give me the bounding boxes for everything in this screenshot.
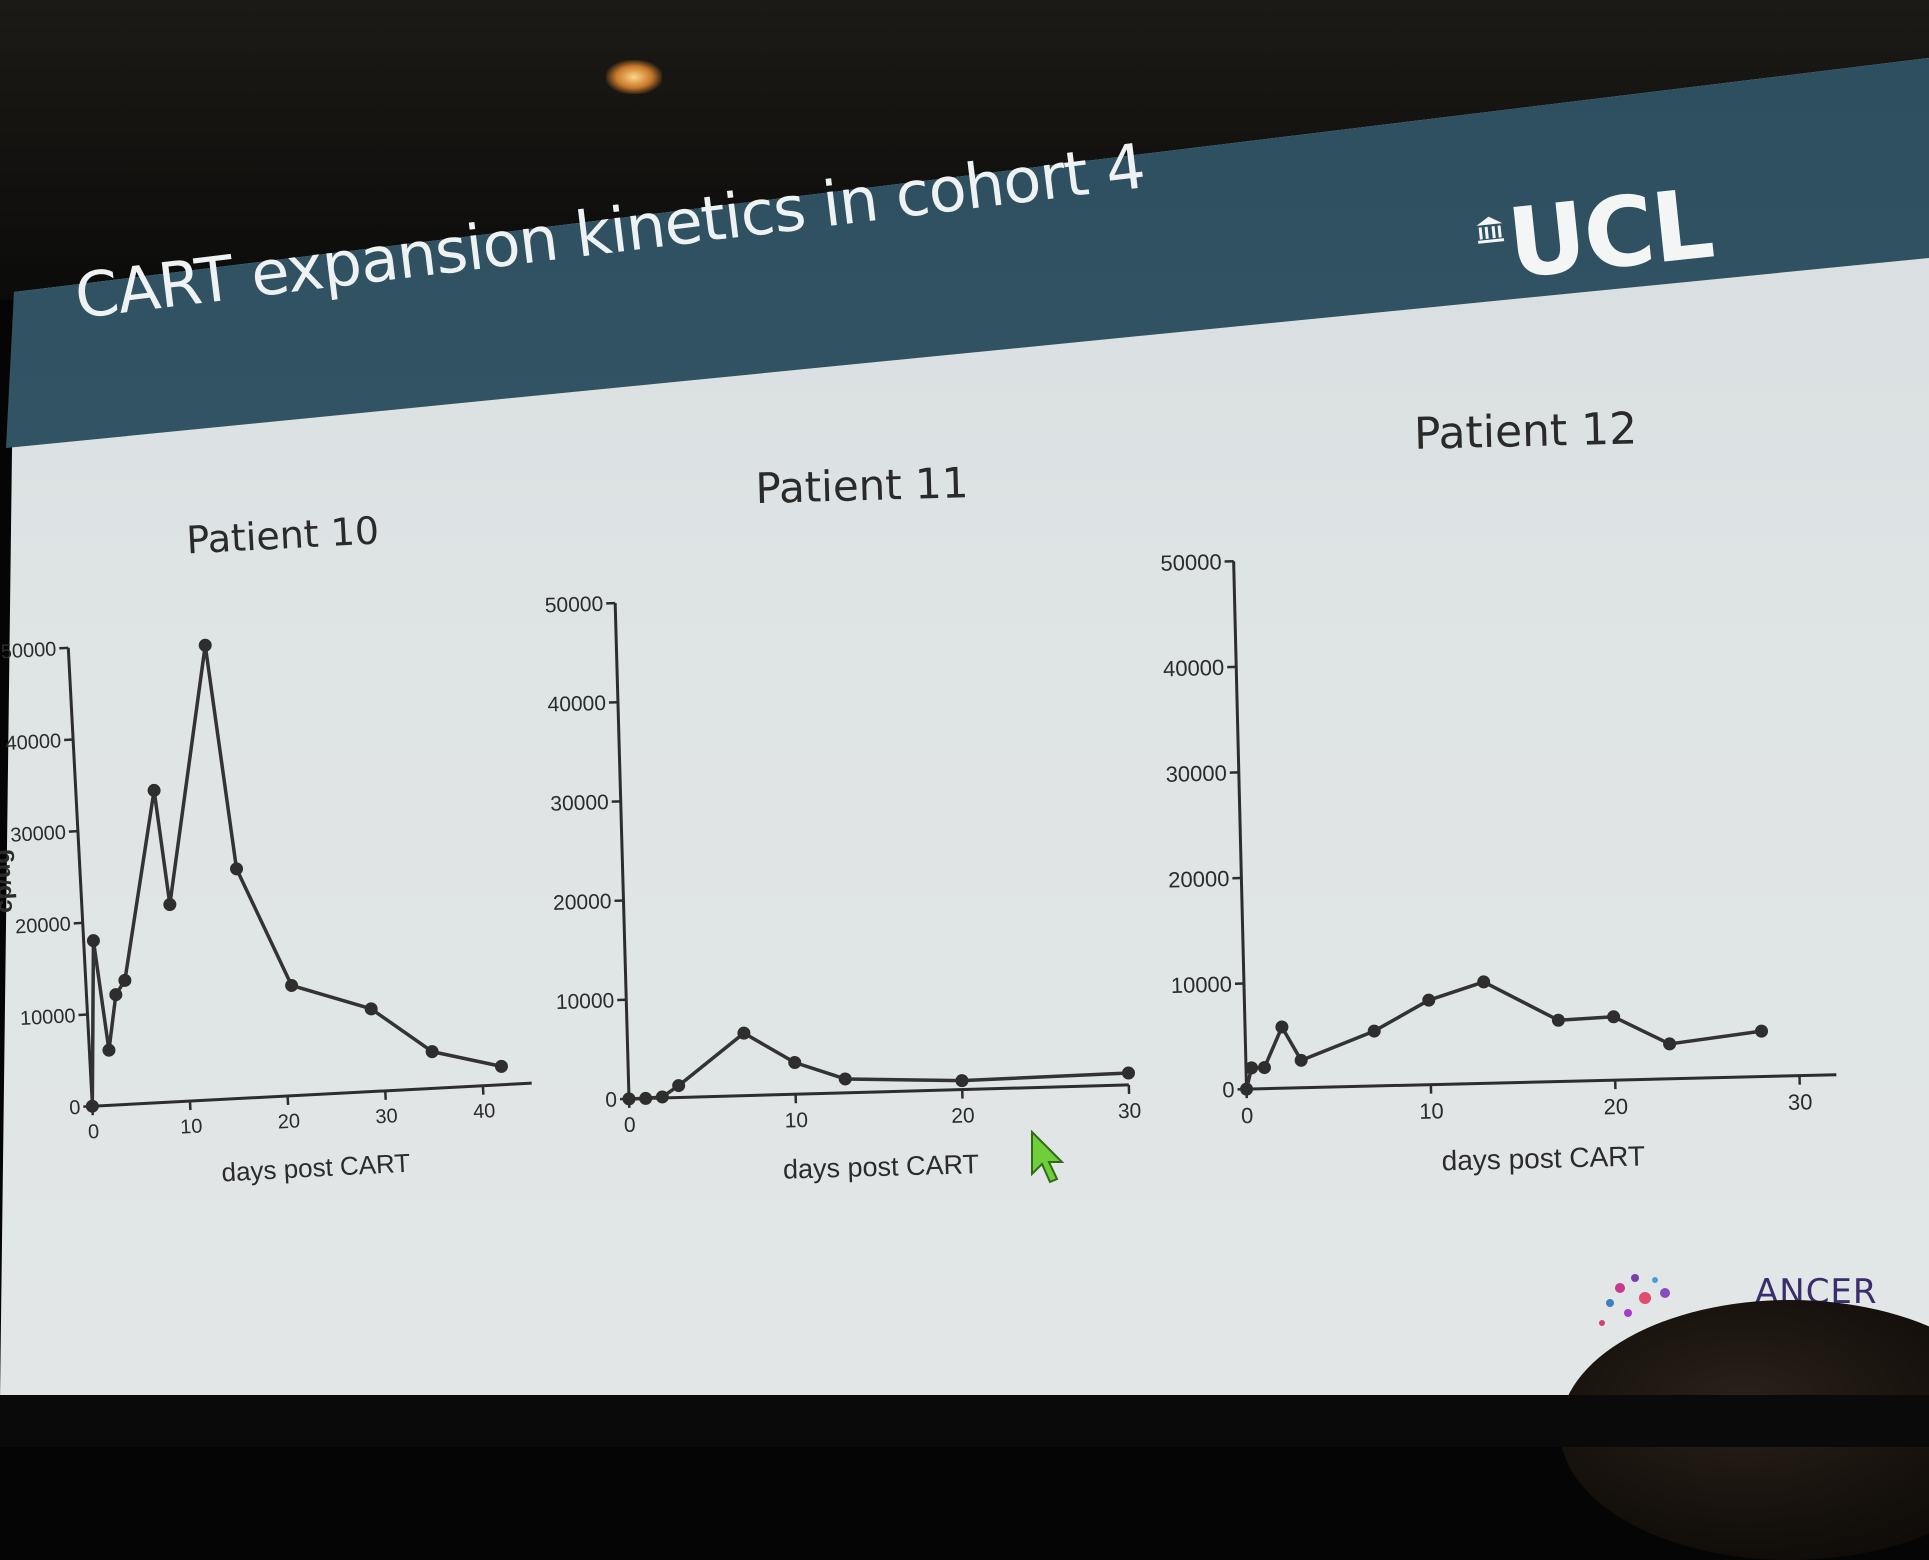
x-tick-label: 40 bbox=[473, 1100, 496, 1123]
y-axis-line bbox=[68, 648, 92, 1106]
chart-panel-2: Patient 11 0 10000 20000 30000 40000 50000 0 10 2… bbox=[541, 454, 1143, 1191]
x-tick-label: 10 bbox=[1419, 1098, 1444, 1124]
data-point bbox=[639, 1092, 652, 1105]
x-tick-label: 20 bbox=[277, 1110, 300, 1133]
y-tick-label: 20000 bbox=[553, 890, 612, 915]
x-tick-label: 20 bbox=[951, 1104, 975, 1128]
x-tick-label: 0 bbox=[1241, 1103, 1254, 1128]
data-point bbox=[955, 1074, 968, 1087]
chart-title: Patient 12 bbox=[1413, 403, 1637, 459]
y-axis-label: cp/ug bbox=[0, 848, 18, 913]
data-point bbox=[1258, 1061, 1271, 1074]
y-tick-label: 10000 bbox=[19, 1005, 76, 1030]
data-point bbox=[1240, 1082, 1253, 1095]
y-tick-label: 0 bbox=[69, 1097, 81, 1120]
y-tick-label: 50000 bbox=[0, 638, 57, 663]
y-tick-label: 10000 bbox=[1170, 972, 1232, 998]
y-tick-label: 30000 bbox=[10, 822, 67, 847]
data-point bbox=[1122, 1066, 1135, 1079]
stage-floor bbox=[0, 1395, 1929, 1447]
y-tick-label: 20000 bbox=[15, 913, 72, 938]
y-tick-label: 40000 bbox=[547, 692, 606, 717]
data-point bbox=[1552, 1014, 1565, 1027]
chart-panel-3: Patient 12 0 10000 20000 30000 40000 50000 0 10 2… bbox=[1157, 399, 1839, 1183]
data-point bbox=[102, 1043, 116, 1057]
x-tick-label: 20 bbox=[1603, 1094, 1628, 1120]
data-point bbox=[85, 1099, 99, 1113]
data-point bbox=[147, 784, 161, 798]
x-tick-label: 0 bbox=[624, 1114, 636, 1137]
mouse-cursor-icon bbox=[1030, 1130, 1064, 1184]
x-axis-label: days post CART bbox=[783, 1149, 980, 1184]
y-axis-line bbox=[1234, 561, 1247, 1089]
data-point bbox=[1663, 1037, 1676, 1050]
x-tick-label: 10 bbox=[180, 1115, 203, 1138]
data-point bbox=[1368, 1024, 1381, 1037]
y-tick-label: 30000 bbox=[550, 791, 609, 816]
data-point bbox=[198, 638, 212, 652]
series-line bbox=[69, 631, 503, 1106]
data-point bbox=[1607, 1010, 1620, 1023]
x-axis-line bbox=[629, 1085, 1129, 1099]
x-axis-line bbox=[1247, 1075, 1837, 1089]
y-tick-label: 20000 bbox=[1168, 866, 1230, 892]
y-tick-label: 40000 bbox=[5, 730, 62, 755]
x-tick-label: 10 bbox=[784, 1109, 808, 1133]
data-point bbox=[1755, 1024, 1768, 1037]
y-axis-line bbox=[615, 603, 629, 1099]
x-axis-label: days post CART bbox=[1441, 1140, 1645, 1176]
x-axis-line bbox=[92, 1083, 531, 1106]
x-tick-label: 30 bbox=[1118, 1100, 1142, 1124]
y-tick-label: 0 bbox=[605, 1089, 617, 1112]
data-point bbox=[839, 1072, 852, 1085]
data-point bbox=[495, 1060, 509, 1074]
y-tick-label: 40000 bbox=[1163, 655, 1225, 681]
chart-title: Patient 11 bbox=[755, 458, 969, 513]
data-point bbox=[163, 898, 177, 912]
data-point bbox=[230, 862, 244, 876]
y-tick-label: 30000 bbox=[1165, 760, 1227, 786]
x-axis-label: days post CART bbox=[221, 1148, 411, 1188]
y-tick-label: 10000 bbox=[556, 989, 615, 1014]
x-tick-label: 30 bbox=[375, 1105, 398, 1128]
x-tick-label: 0 bbox=[88, 1121, 100, 1144]
y-tick-label: 0 bbox=[1222, 1077, 1235, 1102]
data-point bbox=[87, 934, 101, 948]
data-point bbox=[1477, 975, 1490, 988]
chart-panel-1: Patient 10 0 10000 20000 30000 40000 50000 0 10 2… bbox=[0, 502, 536, 1199]
chart-title: Patient 10 bbox=[185, 508, 380, 562]
series-line bbox=[1244, 975, 1763, 1089]
data-point bbox=[622, 1092, 635, 1105]
y-tick-label: 50000 bbox=[1160, 549, 1222, 575]
data-point bbox=[285, 979, 299, 993]
x-tick-label: 30 bbox=[1788, 1089, 1813, 1115]
data-point bbox=[1422, 994, 1435, 1007]
y-tick-label: 50000 bbox=[544, 593, 603, 618]
